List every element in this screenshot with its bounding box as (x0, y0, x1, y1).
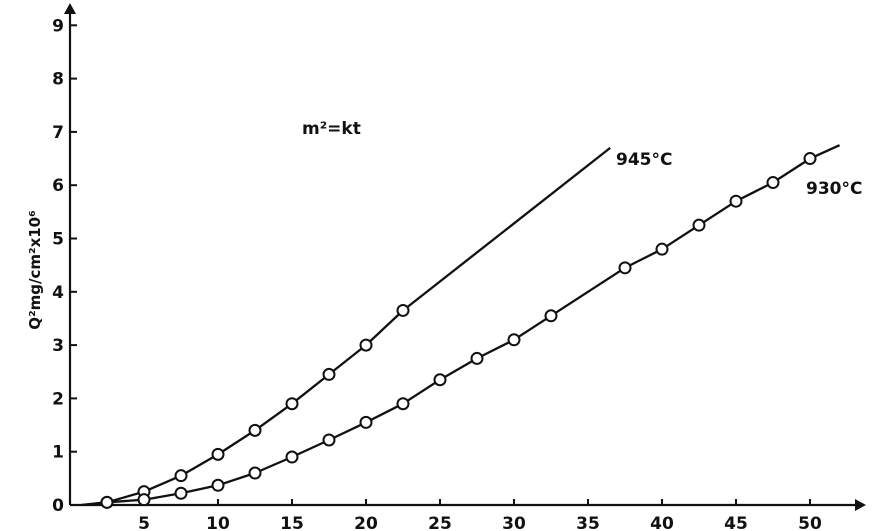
annotation: m²=kt (302, 119, 361, 139)
data-point (766, 176, 780, 190)
data-point (359, 415, 373, 429)
data-point (396, 303, 410, 317)
y-tick-label: 9 (52, 16, 64, 36)
data-point (655, 242, 669, 256)
data-point (248, 466, 262, 480)
x-tick-label: 35 (576, 514, 600, 531)
y-tick-label: 5 (52, 230, 64, 250)
x-tick-label: 50 (798, 514, 822, 531)
series-label-945: 945°C (616, 150, 672, 170)
data-point (692, 218, 706, 232)
x-tick-label: 10 (206, 514, 230, 531)
x-ticks: 5 10 15 20 25 30 35 40 45 50 (138, 499, 822, 531)
y-tick-label: 6 (52, 176, 64, 196)
x-tick-label: 20 (354, 514, 378, 531)
y-tick-label: 7 (52, 123, 64, 143)
data-point (211, 447, 225, 461)
y-tick-label: 4 (52, 283, 64, 303)
y-tick-label: 0 (52, 496, 64, 516)
series-label-930: 930°C (806, 179, 862, 199)
data-point (396, 397, 410, 411)
data-point (359, 338, 373, 352)
data-point (433, 373, 447, 387)
y-ticks: 0 1 2 3 4 5 6 7 8 9 (52, 16, 77, 516)
y-tick-label: 2 (52, 389, 64, 409)
data-point (248, 423, 262, 437)
x-tick-label: 25 (428, 514, 452, 531)
data-point (285, 397, 299, 411)
data-point (174, 469, 188, 483)
x-tick-label: 15 (280, 514, 304, 531)
series-line-0 (81, 146, 611, 507)
data-point (174, 486, 188, 500)
x-tick-label: 5 (138, 514, 150, 531)
data-point (544, 309, 558, 323)
series-layer (81, 144, 841, 509)
y-axis-arrow (64, 3, 76, 14)
data-point (211, 478, 225, 492)
y-tick-label: 8 (52, 70, 64, 90)
x-tick-label: 30 (502, 514, 526, 531)
series-line-1 (81, 144, 841, 507)
x-axis-arrow (855, 499, 866, 511)
data-point (285, 450, 299, 464)
y-tick-label: 1 (52, 443, 64, 463)
data-point (322, 433, 336, 447)
y-axis-label: Q²mg/cm²x10⁶ (26, 210, 44, 329)
data-point (803, 152, 817, 166)
data-point (100, 495, 114, 509)
data-point (470, 351, 484, 365)
x-tick-label: 40 (650, 514, 674, 531)
y-tick-label: 3 (52, 336, 64, 356)
data-point (322, 367, 336, 381)
data-point (507, 333, 521, 347)
data-point (729, 194, 743, 208)
data-point (618, 261, 632, 275)
data-point (137, 493, 151, 507)
x-tick-label: 45 (724, 514, 748, 531)
axes (64, 3, 866, 511)
